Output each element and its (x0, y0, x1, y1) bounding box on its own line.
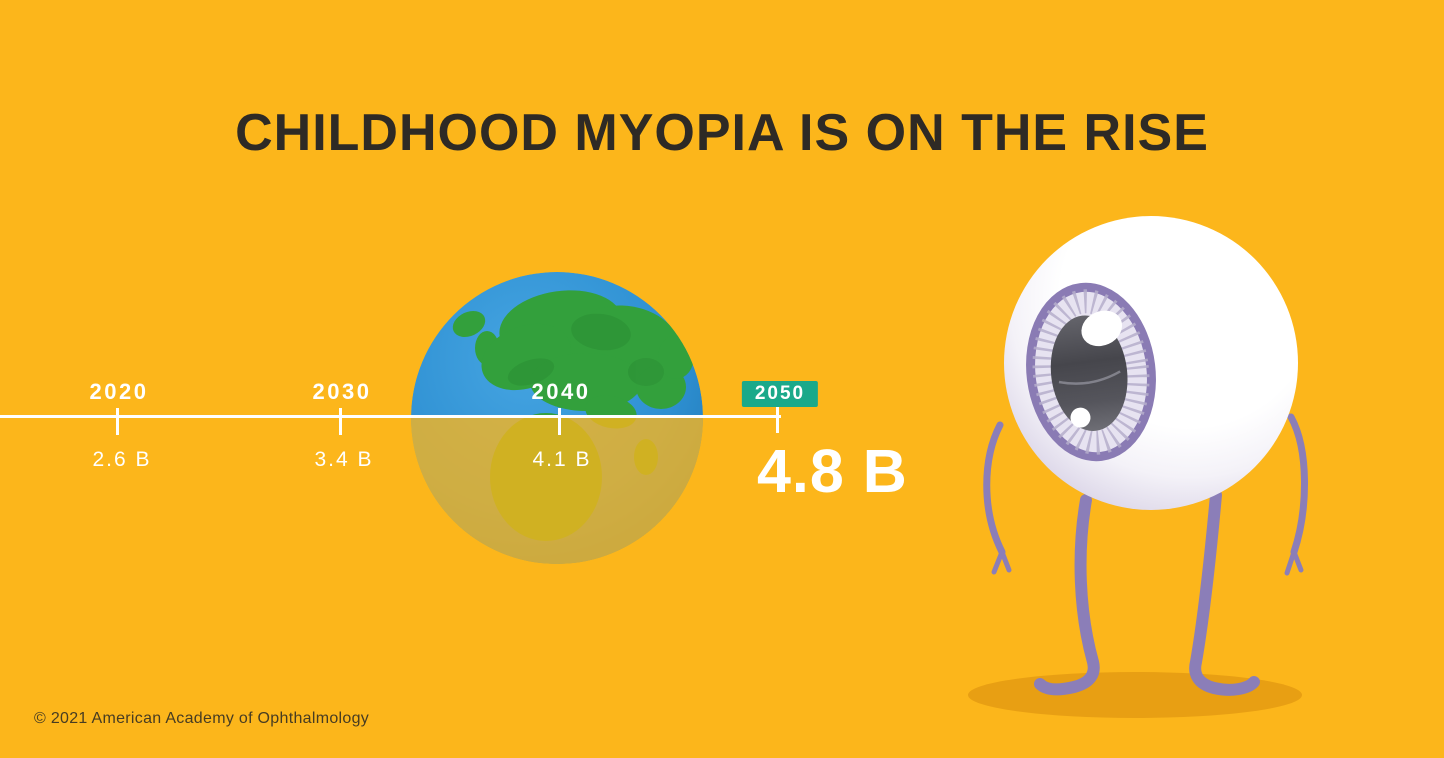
value-label-2020: 2.6 B (92, 448, 152, 471)
timeline-axis (0, 415, 781, 418)
copyright-text: © 2021 American Academy of Ophthalmology (34, 710, 370, 727)
timeline-tick-2030 (339, 408, 342, 435)
value-label-2040: 4.1 B (532, 448, 592, 471)
year-label-2040: 2040 (531, 379, 591, 404)
year-label-2030: 2030 (312, 379, 372, 404)
iris (1026, 282, 1156, 462)
timeline-tick-2050 (776, 407, 779, 433)
pupil-highlight-dot (1070, 407, 1091, 428)
globe-continent-shading (507, 313, 664, 386)
globe-earth-illustration (411, 272, 703, 564)
year-label-2020: 2020 (89, 379, 149, 404)
mascot-legs (1034, 489, 1260, 696)
year-badge-2050: 2050 (741, 381, 819, 407)
timeline-tick-2020 (116, 408, 119, 435)
timeline-tick-2040 (558, 408, 561, 435)
mascot-arms (983, 413, 1308, 576)
iris-striations (1032, 289, 1150, 455)
eyeball-mascot-illustration (968, 216, 1308, 718)
pupil (1050, 315, 1128, 431)
value-label-2030: 3.4 B (314, 448, 374, 471)
page-title: CHILDHOOD MYOPIA IS ON THE RISE (235, 104, 1209, 162)
pupil-highlight (1081, 310, 1123, 347)
value-label-2050-highlight: 4.8 B (757, 437, 908, 505)
